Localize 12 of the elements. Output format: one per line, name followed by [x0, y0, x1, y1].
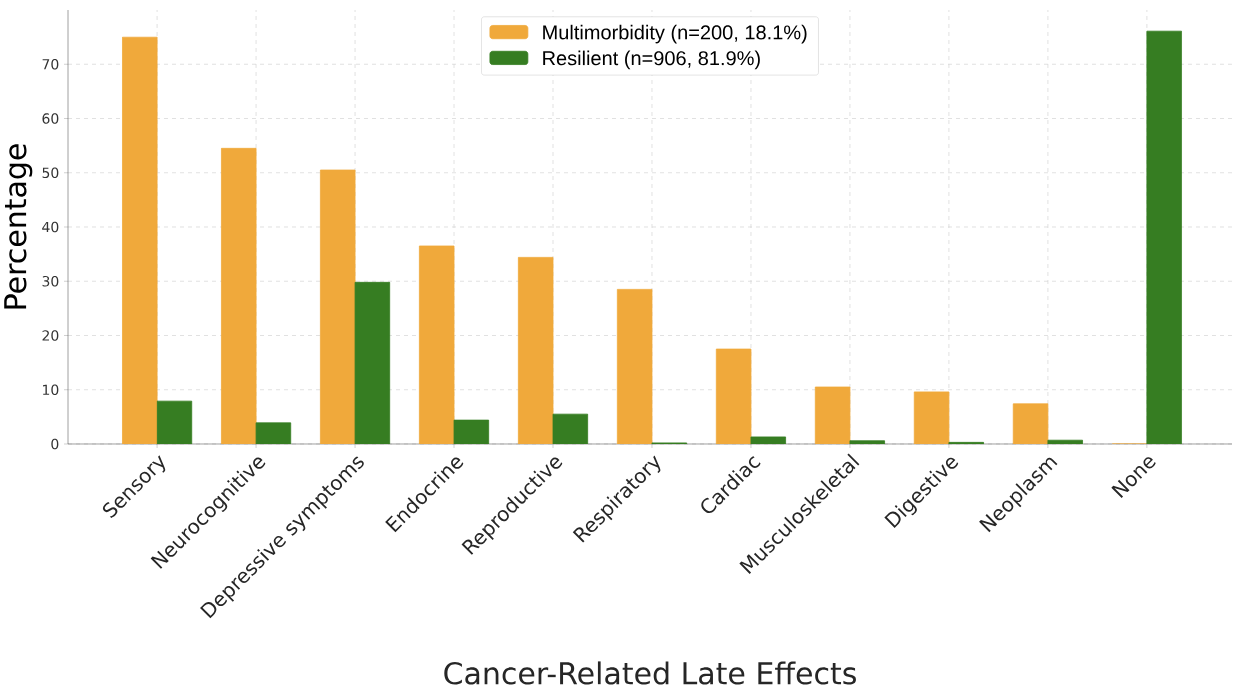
y-tick-label: 60 — [42, 113, 59, 124]
y-tick-label: 0 — [51, 438, 59, 450]
y-tick-label: 50 — [42, 167, 59, 179]
y-tick-label: 40 — [42, 221, 59, 233]
y-tick-label: 20 — [42, 330, 59, 341]
legend-label: Resilient (n=906, 81.9%) — [543, 50, 760, 70]
y-tick-label: 30 — [42, 275, 59, 287]
y-axis-title: Percentage — [4, 144, 33, 309]
y-tick-label: 70 — [42, 58, 59, 70]
y-tick-label: 10 — [43, 384, 59, 396]
x-axis-title: Cancer-Related Late Effects — [444, 661, 856, 685]
legend-label: Multimorbidity (n=200, 18.1%) — [543, 24, 807, 44]
